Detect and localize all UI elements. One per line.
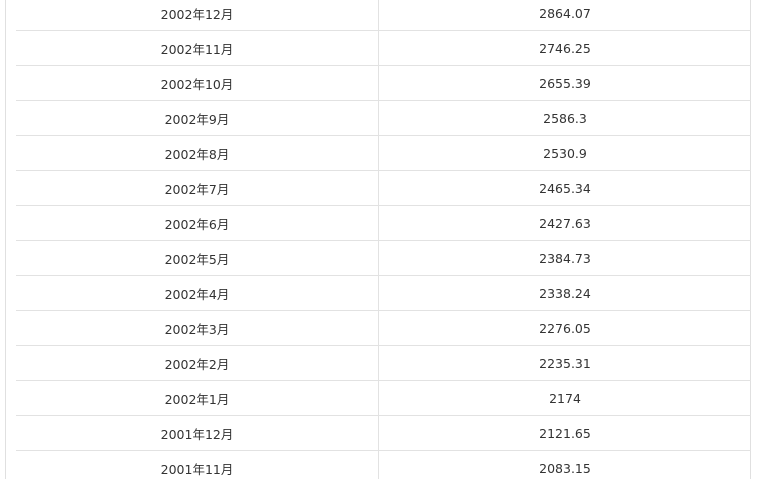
left-border — [5, 0, 6, 479]
month-cell: 2002年1月 — [16, 380, 379, 416]
value-cell: 2586.3 — [378, 100, 751, 136]
table-row: 2002年4月 2338.24 — [16, 275, 751, 311]
month-cell: 2002年11月 — [16, 30, 379, 66]
table-row: 2002年5月 2384.73 — [16, 240, 751, 276]
month-cell: 2002年6月 — [16, 205, 379, 241]
month-cell: 2001年12月 — [16, 415, 379, 451]
data-table: 2002年12月 2864.07 2002年11月 2746.25 2002年10月 26… — [16, 0, 751, 479]
month-cell: 2002年10月 — [16, 65, 379, 101]
month-cell: 2002年5月 — [16, 240, 379, 276]
value-cell: 2530.9 — [378, 135, 751, 171]
table-row: 2002年9月 2586.3 — [16, 100, 751, 136]
table-row: 2002年2月 2235.31 — [16, 345, 751, 381]
value-cell: 2384.73 — [378, 240, 751, 276]
table-row: 2001年11月 2083.15 — [16, 450, 751, 479]
month-cell: 2002年7月 — [16, 170, 379, 206]
value-cell: 2174 — [378, 380, 751, 416]
month-cell: 2001年11月 — [16, 450, 379, 479]
value-cell: 2083.15 — [378, 450, 751, 479]
value-cell: 2465.34 — [378, 170, 751, 206]
month-cell: 2002年9月 — [16, 100, 379, 136]
value-cell: 2338.24 — [378, 275, 751, 311]
table-row: 2002年7月 2465.34 — [16, 170, 751, 206]
table-row: 2002年12月 2864.07 — [16, 0, 751, 31]
value-cell: 2746.25 — [378, 30, 751, 66]
table-row: 2002年1月 2174 — [16, 380, 751, 416]
table-row: 2001年12月 2121.65 — [16, 415, 751, 451]
value-cell: 2235.31 — [378, 345, 751, 381]
table-row: 2002年8月 2530.9 — [16, 135, 751, 171]
value-cell: 2276.05 — [378, 310, 751, 346]
value-cell: 2864.07 — [378, 0, 751, 31]
table-row: 2002年6月 2427.63 — [16, 205, 751, 241]
table-row: 2002年11月 2746.25 — [16, 30, 751, 66]
month-cell: 2002年4月 — [16, 275, 379, 311]
month-cell: 2002年8月 — [16, 135, 379, 171]
value-cell: 2121.65 — [378, 415, 751, 451]
month-cell: 2002年3月 — [16, 310, 379, 346]
table-row: 2002年10月 2655.39 — [16, 65, 751, 101]
table-row: 2002年3月 2276.05 — [16, 310, 751, 346]
value-cell: 2655.39 — [378, 65, 751, 101]
month-cell: 2002年2月 — [16, 345, 379, 381]
month-cell: 2002年12月 — [16, 0, 379, 31]
value-cell: 2427.63 — [378, 205, 751, 241]
